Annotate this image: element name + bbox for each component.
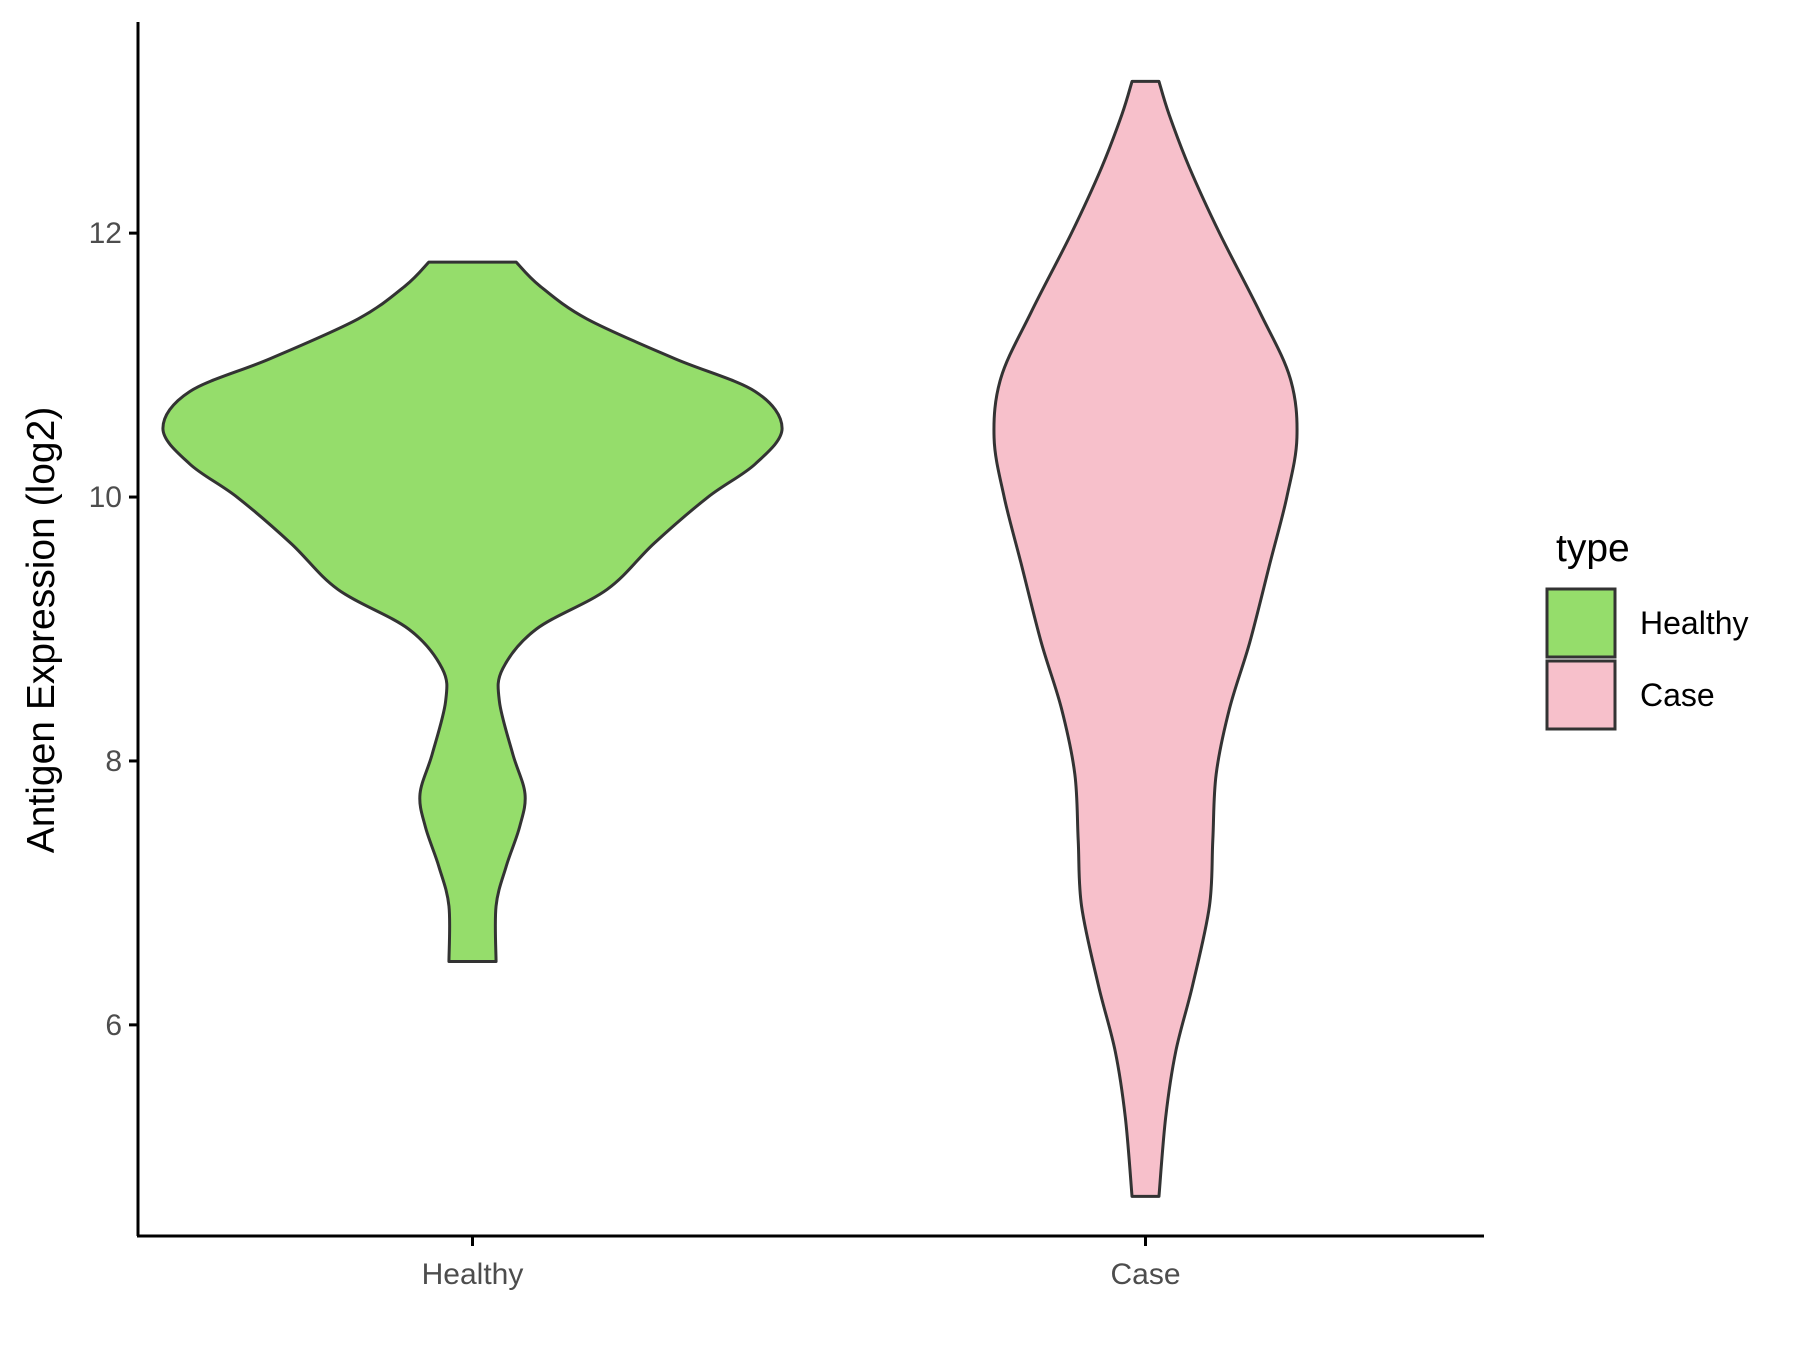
x-tick-label: Case [1110,1258,1180,1291]
y-tick-label: 10 [89,481,122,514]
legend-swatch-healthy [1545,587,1617,659]
x-tick-label: Healthy [422,1258,524,1291]
y-ticks: 6 8 10 12 [89,217,138,1042]
legend-title: type [1556,527,1630,570]
legend: type Healthy Case [1545,527,1749,731]
y-axis-title: Antigen Expression (log2) [20,407,63,854]
legend-swatch-case [1545,659,1617,731]
y-tick-label: 8 [105,745,122,778]
violin-layer [161,79,1299,1198]
x-ticks: Healthy Case [422,1236,1181,1291]
y-tick-label: 12 [89,217,122,250]
legend-label-healthy: Healthy [1640,605,1749,641]
legend-items: Healthy Case [1545,587,1749,731]
legend-label-case: Case [1640,677,1715,713]
violin-case [992,79,1299,1198]
violin-healthy [161,260,784,964]
axes: 6 8 10 12 Healthy Case [89,22,1484,1291]
y-tick-label: 6 [105,1009,122,1042]
